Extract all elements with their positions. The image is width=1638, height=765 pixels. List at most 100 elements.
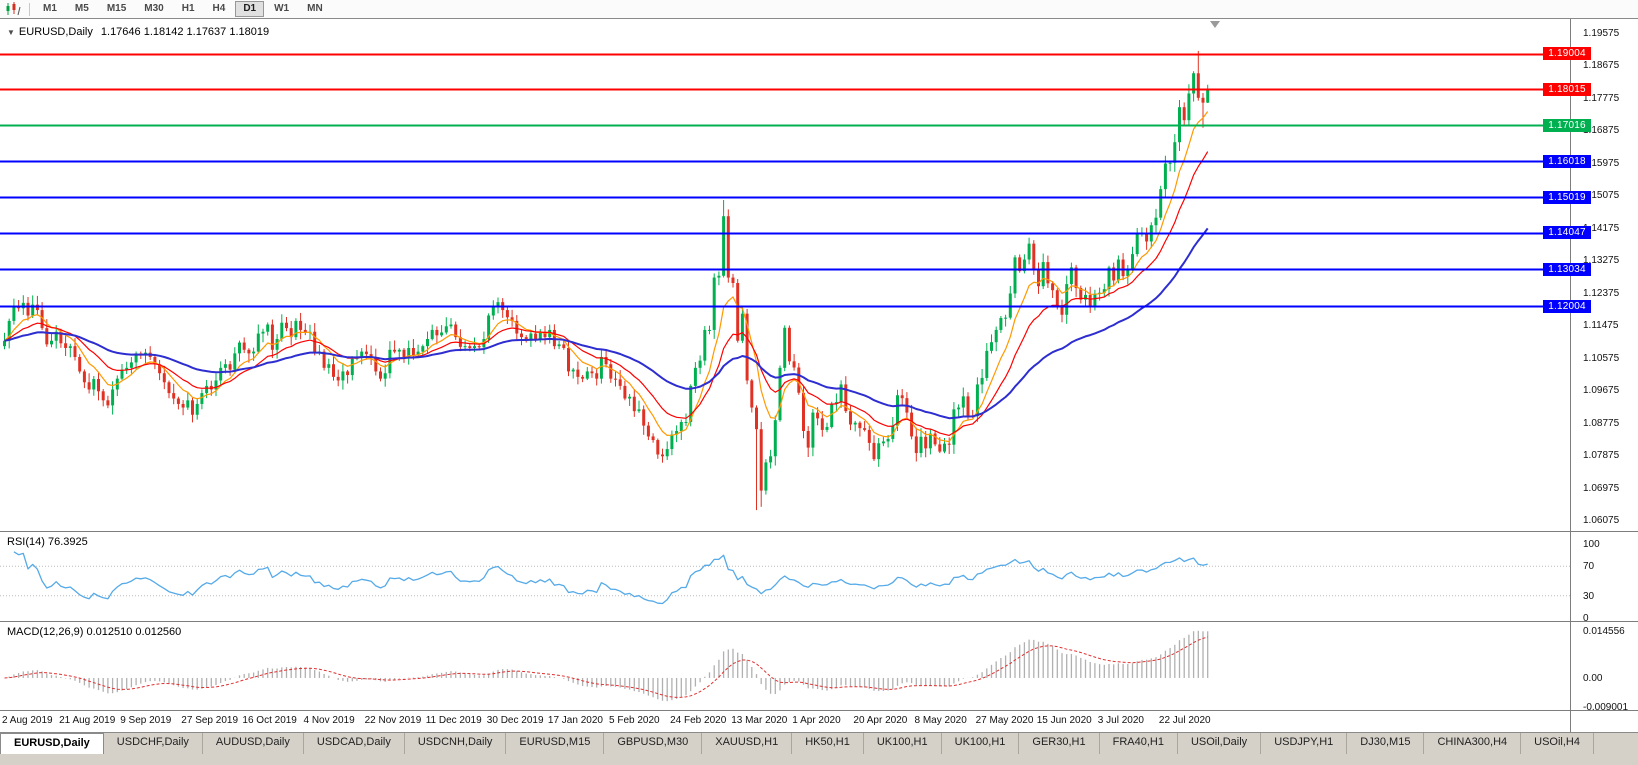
rsi-plot[interactable] [0, 532, 1570, 621]
price-tick: 1.06975 [1583, 482, 1620, 494]
price-tick: 1.15975 [1583, 157, 1620, 169]
timeframe-button-m5[interactable]: M5 [74, 3, 89, 14]
timeframe-button-h1[interactable]: H1 [181, 3, 195, 14]
chart-tab-china300-h4[interactable]: CHINA300,H4 [1424, 733, 1522, 754]
date-label: 11 Dec 2019 [425, 715, 482, 726]
price-tick: 1.06075 [1583, 515, 1620, 527]
date-label: 3 Jul 2020 [1097, 715, 1144, 726]
rsi-label: RSI(14) 76.3925 [7, 536, 88, 548]
price-tick: 1.08775 [1583, 417, 1620, 429]
timeframe-button-mn[interactable]: MN [307, 3, 323, 14]
price-tick: 1.14175 [1583, 222, 1620, 234]
ma-fast-orange [4, 111, 1209, 443]
chart-tab-audusd-daily[interactable]: AUDUSD,Daily [203, 733, 304, 754]
rsi-axis-border [1570, 532, 1571, 621]
price-tick: 1.17775 [1583, 92, 1620, 104]
candlestick-plot[interactable] [0, 19, 1570, 530]
macd-plot[interactable] [0, 622, 1570, 710]
chart-tab-usdcnh-daily[interactable]: USDCNH,Daily [405, 733, 507, 754]
chart-tab-hk50-h1[interactable]: HK50,H1 [792, 733, 864, 754]
chart-title: ▼ EURUSD,Daily 1.17646 1.18142 1.17637 1.1… [7, 26, 269, 38]
price-chart-panel: ▼ EURUSD,Daily 1.17646 1.18142 1.17637 1.1… [0, 19, 1638, 531]
chart-tab-uk100-h1[interactable]: UK100,H1 [864, 733, 942, 754]
timeframe-toolbar: M1 M5 M15 M30 H1 H4 D1 W1 MN [0, 0, 1638, 19]
price-tick: 1.12375 [1583, 287, 1620, 299]
date-label: 2 Aug 2019 [2, 715, 53, 726]
chart-tab-uk100-h1[interactable]: UK100,H1 [942, 733, 1020, 754]
timeframe-button-d1[interactable]: D1 [235, 1, 265, 17]
price-tick: 1.19575 [1583, 28, 1620, 39]
date-label: 9 Sep 2019 [120, 715, 172, 726]
macd-tick: 0.00 [1583, 672, 1603, 684]
candlestick-chart-icon[interactable] [4, 2, 22, 17]
rsi-tick: 70 [1583, 561, 1595, 573]
rsi-tick: 30 [1583, 590, 1595, 602]
macd-label: MACD(12,26,9) 0.012510 0.012560 [7, 626, 182, 638]
level-price-box[interactable]: 1.16018 [1543, 154, 1591, 168]
price-tick: 1.11475 [1583, 320, 1619, 332]
rsi-tick: 0 [1583, 613, 1589, 621]
chart-tab-usoil-h4[interactable]: USOil,H4 [1521, 733, 1594, 754]
chart-tabs: EURUSD,Daily USDCHF,Daily AUDUSD,Daily USDC… [0, 733, 1638, 754]
macd-indicator-panel: MACD(12,26,9) 0.012510 0.012560 0.014556… [0, 621, 1638, 710]
date-label: 17 Jan 2020 [547, 715, 603, 726]
time-axis[interactable]: 2 Aug 2019 21 Aug 2019 9 Sep 2019 27 Sep 20… [0, 710, 1638, 732]
chart-tab-dj30-m15[interactable]: DJ30,M15 [1347, 733, 1425, 754]
date-label: 21 Aug 2019 [59, 715, 116, 726]
chart-tab-fra40-h1[interactable]: FRA40,H1 [1100, 733, 1178, 754]
timeframe-button-m1[interactable]: M1 [43, 3, 57, 14]
level-price-box[interactable]: 1.15019 [1543, 190, 1591, 204]
date-label: 24 Feb 2020 [670, 715, 727, 726]
date-label: 20 Apr 2020 [853, 715, 908, 726]
level-price-box[interactable]: 1.14047 [1543, 226, 1591, 240]
timeframe-buttons: M1 M5 M15 M30 H1 H4 D1 W1 MN [34, 1, 332, 17]
chart-tab-usoil-daily[interactable]: USOil,Daily [1178, 733, 1262, 754]
macd-axis-border [1570, 622, 1571, 710]
triangle-down-icon[interactable]: ▼ [7, 28, 15, 37]
date-label: 16 Oct 2019 [242, 715, 297, 726]
chart-tab-xauusd-h1[interactable]: XAUUSD,H1 [702, 733, 793, 754]
chart-tab-gbpusd-m30[interactable]: GBPUSD,M30 [604, 733, 703, 754]
date-label: 22 Jul 2020 [1158, 715, 1211, 726]
rsi-indicator-panel: RSI(14) 76.3925 100 70 30 0 [0, 531, 1638, 621]
price-tick: 1.07875 [1583, 450, 1620, 462]
chart-tab-usdcad-daily[interactable]: USDCAD,Daily [304, 733, 405, 754]
date-label: 30 Dec 2019 [486, 715, 544, 726]
timeframe-button-m30[interactable]: M30 [144, 3, 164, 14]
level-price-box[interactable]: 1.12004 [1543, 299, 1591, 313]
symbol-period-label: EURUSD,Daily [18, 26, 93, 38]
price-tick: 1.15075 [1583, 190, 1620, 202]
timeframe-button-h4[interactable]: H4 [212, 3, 226, 14]
price-tick: 1.13275 [1583, 255, 1620, 267]
price-tick: 1.10575 [1583, 352, 1620, 364]
rsi-tick: 100 [1583, 539, 1600, 550]
chart-shift-marker[interactable] [1210, 21, 1220, 28]
date-label: 27 May 2020 [975, 715, 1034, 726]
toolbar-separator [29, 2, 30, 16]
date-label: 13 Mar 2020 [731, 715, 788, 726]
price-tick: 1.16875 [1583, 125, 1620, 137]
date-label: 22 Nov 2019 [364, 715, 422, 726]
level-price-box[interactable]: 1.19004 [1543, 47, 1591, 61]
chart-tab-eurusd-daily[interactable]: EURUSD,Daily [0, 733, 104, 754]
macd-tick: -0.009001 [1583, 701, 1629, 710]
ma-mid-red [4, 151, 1209, 436]
timeframe-button-m15[interactable]: M15 [106, 3, 127, 14]
date-label: 4 Nov 2019 [303, 715, 355, 726]
price-tick: 1.09675 [1583, 385, 1620, 397]
chart-tab-bar: EURUSD,Daily USDCHF,Daily AUDUSD,Daily USDC… [0, 732, 1638, 765]
timeframe-button-w1[interactable]: W1 [274, 3, 290, 14]
date-label: 5 Feb 2020 [609, 715, 660, 726]
macd-tick: 0.014556 [1583, 626, 1625, 637]
level-price-box[interactable]: 1.13034 [1543, 262, 1591, 276]
chart-tab-eurusd-m15[interactable]: EURUSD,M15 [506, 733, 605, 754]
date-label: 27 Sep 2019 [181, 715, 239, 726]
level-price-box[interactable]: 1.18015 [1543, 82, 1591, 96]
date-label: 15 Jun 2020 [1036, 715, 1092, 726]
chart-tab-usdchf-daily[interactable]: USDCHF,Daily [104, 733, 203, 754]
date-label: 8 May 2020 [914, 715, 967, 726]
level-price-box[interactable]: 1.17016 [1543, 118, 1591, 132]
chart-tab-usdjpy-h1[interactable]: USDJPY,H1 [1261, 733, 1348, 754]
chart-tab-ger30-h1[interactable]: GER30,H1 [1019, 733, 1100, 754]
